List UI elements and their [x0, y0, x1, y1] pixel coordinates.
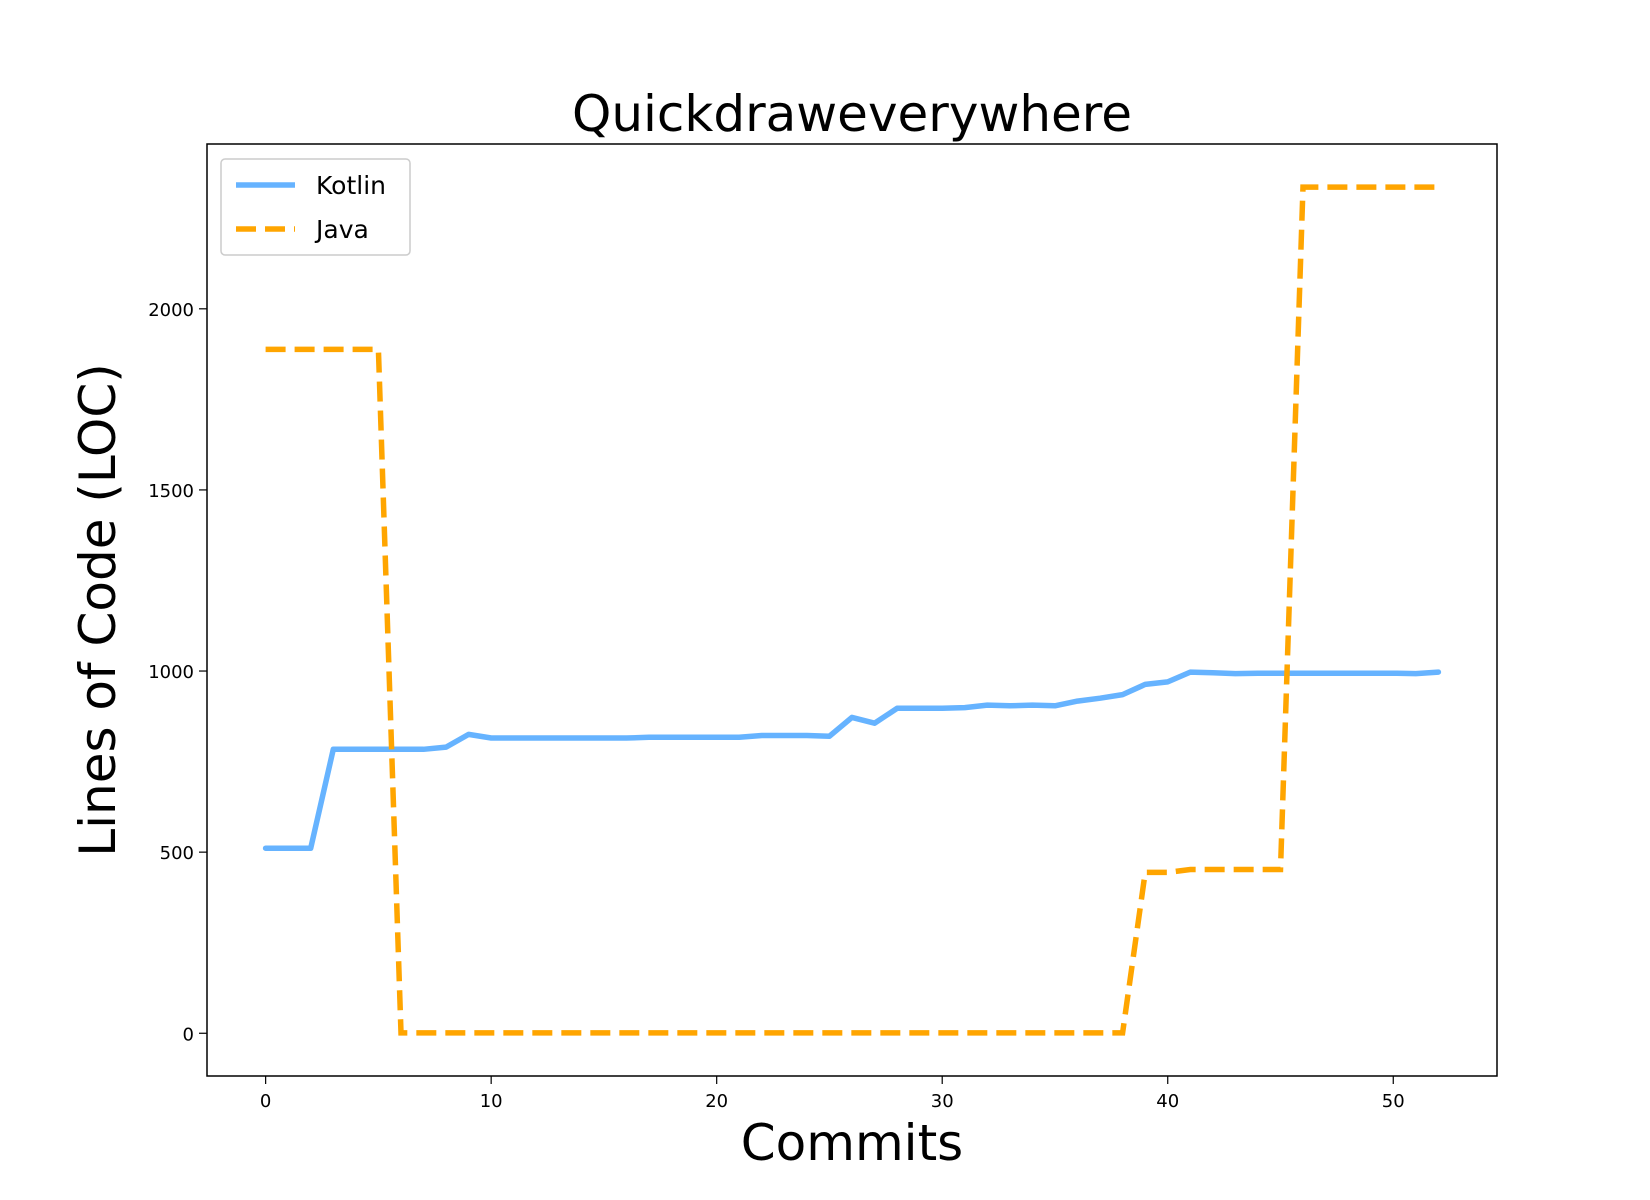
y-tick-label: 2000: [148, 300, 194, 321]
x-axis-ticks: 0 10 20 30 40 50: [260, 1076, 1405, 1112]
y-tick-label: 0: [183, 1024, 194, 1045]
legend: Kotlin Java: [220, 158, 411, 256]
x-axis-label: Commits: [741, 1114, 963, 1172]
series-line-java: [265, 184, 1439, 1036]
y-axis-ticks: 0 500 1000 1500 2000: [148, 300, 207, 1045]
series-layer: [262, 184, 1442, 1036]
y-tick-label: 1500: [148, 481, 194, 502]
x-tick-label: 40: [1156, 1091, 1179, 1112]
legend-label-kotlin: Kotlin: [316, 171, 386, 200]
y-tick-label: 500: [160, 843, 194, 864]
y-tick-label: 1000: [148, 662, 194, 683]
legend-label-java: Java: [314, 215, 369, 244]
x-tick-label: 30: [931, 1091, 954, 1112]
x-tick-label: 10: [480, 1091, 503, 1112]
series-line-kotlin: [262, 669, 1442, 851]
plot-area: [206, 143, 1498, 1077]
x-tick-label: 20: [705, 1091, 728, 1112]
chart-title: Quickdraweverywhere: [572, 85, 1132, 143]
y-axis-label: Lines of Code (LOC): [69, 363, 127, 856]
x-tick-label: 0: [260, 1091, 271, 1112]
x-tick-label: 50: [1382, 1091, 1405, 1112]
